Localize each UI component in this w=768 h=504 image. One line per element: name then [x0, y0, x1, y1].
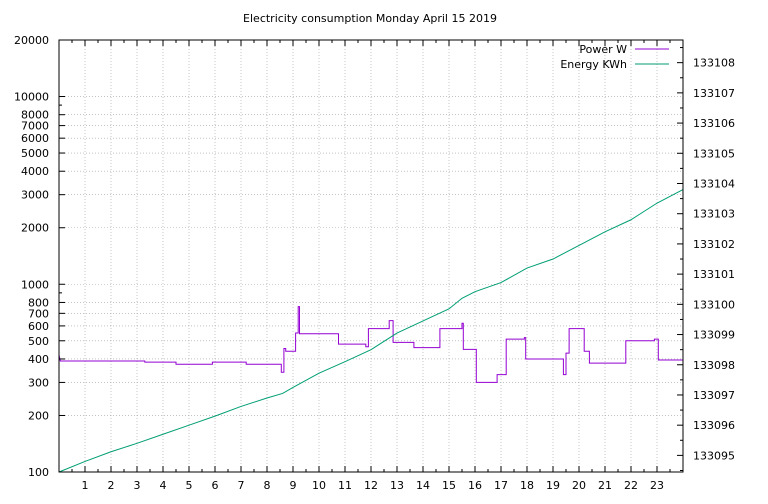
y-tick-label: 300 — [28, 376, 49, 389]
y-tick-label: 4000 — [21, 165, 49, 178]
y2-tick-label: 133095 — [693, 449, 735, 462]
axes: 1 2 3 4 5 6 7 8 9 10 11 12 13 14 15 16 17 18 19 20 21 22 23100… — [14, 34, 735, 492]
y-tick-label: 800 — [28, 296, 49, 309]
x-tick-label: 17 — [494, 479, 508, 492]
y-tick-label: 1000 — [21, 278, 49, 291]
y2-tick-label: 133096 — [693, 419, 735, 432]
y2-tick-label: 133101 — [693, 268, 735, 281]
y2-tick-label: 133097 — [693, 389, 735, 402]
y-tick-label: 500 — [28, 335, 49, 348]
y-tick-label: 400 — [28, 353, 49, 366]
x-tick-label: 3 — [134, 479, 141, 492]
x-tick-label: 1 — [82, 479, 89, 492]
grid — [59, 40, 683, 472]
y-tick-label: 6000 — [21, 132, 49, 145]
y-tick-label: 3000 — [21, 189, 49, 202]
x-tick-label: 18 — [520, 479, 534, 492]
y2-tick-label: 133104 — [693, 177, 735, 190]
x-tick-label: 11 — [338, 479, 352, 492]
y-tick-label: 2000 — [21, 222, 49, 235]
x-tick-label: 2 — [108, 479, 115, 492]
legend-label: Power W — [579, 43, 627, 56]
y2-tick-label: 133103 — [693, 208, 735, 221]
y-tick-label: 10000 — [14, 91, 49, 104]
legend-label: Energy KWh — [560, 58, 627, 71]
y-tick-label: 100 — [28, 466, 49, 479]
y2-tick-label: 133102 — [693, 238, 735, 251]
y2-tick-label: 133107 — [693, 87, 735, 100]
y-tick-label: 8000 — [21, 109, 49, 122]
y-tick-label: 5000 — [21, 147, 49, 160]
y2-tick-label: 133100 — [693, 298, 735, 311]
x-tick-label: 6 — [212, 479, 219, 492]
x-tick-label: 16 — [468, 479, 482, 492]
series-layer — [58, 189, 684, 473]
x-tick-label: 22 — [624, 479, 638, 492]
x-tick-label: 4 — [160, 479, 167, 492]
y-tick-label: 700 — [28, 307, 49, 320]
chart-title: Electricity consumption Monday April 15 … — [243, 12, 497, 25]
x-tick-label: 10 — [312, 479, 326, 492]
x-tick-label: 13 — [390, 479, 404, 492]
x-tick-label: 21 — [598, 479, 612, 492]
y2-tick-label: 133106 — [693, 117, 735, 130]
x-tick-label: 19 — [546, 479, 560, 492]
x-tick-label: 20 — [572, 479, 586, 492]
y-tick-label: 200 — [28, 409, 49, 422]
x-tick-label: 14 — [416, 479, 430, 492]
y-tick-label: 20000 — [14, 34, 49, 47]
power-series-line — [58, 306, 683, 383]
y2-tick-label: 133098 — [693, 359, 735, 372]
x-tick-label: 9 — [290, 479, 297, 492]
x-tick-label: 7 — [238, 479, 245, 492]
x-tick-label: 5 — [186, 479, 193, 492]
y2-tick-label: 133108 — [693, 57, 735, 70]
legend: Power W Energy KWh — [560, 43, 669, 71]
x-tick-label: 15 — [442, 479, 456, 492]
y-tick-label: 600 — [28, 320, 49, 333]
x-tick-label: 8 — [264, 479, 271, 492]
x-tick-label: 12 — [364, 479, 378, 492]
y2-tick-label: 133099 — [693, 329, 735, 342]
x-tick-label: 23 — [650, 479, 664, 492]
energy-series-line — [58, 189, 684, 473]
y2-tick-label: 133105 — [693, 147, 735, 160]
y-tick-label: 7000 — [21, 120, 49, 133]
